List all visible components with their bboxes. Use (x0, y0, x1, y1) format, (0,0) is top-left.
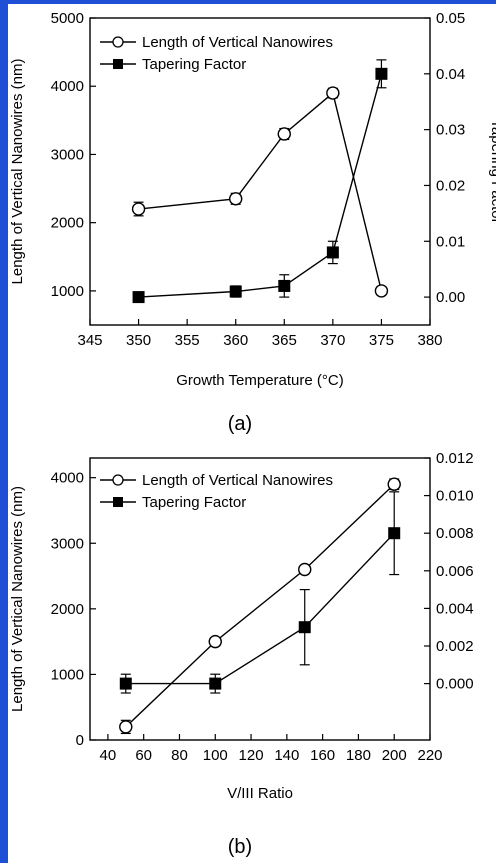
y-tick-label-left: 2000 (51, 215, 84, 232)
y-tick-label-left: 2000 (51, 601, 84, 618)
legend-marker (113, 59, 123, 69)
x-tick-label: 120 (239, 747, 264, 764)
x-tick-label: 40 (100, 747, 117, 764)
legend-marker (112, 36, 124, 48)
y-tick-label-right: 0.008 (436, 525, 474, 542)
legend-label: Length of Vertical Nanowires (142, 34, 333, 51)
data-point-length (326, 86, 340, 100)
y-tick-label-right: 0.03 (436, 122, 465, 139)
x-tick-label: 350 (126, 332, 151, 349)
x-tick-label: 220 (417, 747, 442, 764)
x-tick-label: 345 (77, 332, 102, 349)
data-point-tapering (119, 677, 132, 690)
x-tick-label: 355 (175, 332, 200, 349)
x-axis-title: V/III Ratio (227, 785, 293, 802)
y-tick-label-left: 1000 (51, 283, 84, 300)
y-tick-label-right: 0.02 (436, 177, 465, 194)
x-tick-label: 375 (369, 332, 394, 349)
legend-label: Tapering Factor (142, 56, 246, 73)
data-point-length (298, 562, 312, 577)
y-axis-title-left: Length of Vertical Nanowires (nm) (9, 486, 26, 712)
legend-marker (112, 474, 124, 486)
y-tick-label-right: 0.006 (436, 563, 474, 580)
y-tick-label-left: 0 (76, 732, 84, 749)
legend-marker (113, 497, 123, 507)
data-point-length (119, 720, 133, 734)
plot-frame (89, 17, 431, 326)
chart-panel-a: 345 350 355 360 365 370 375 380 1000 2000 3000 4000… (9, 10, 496, 435)
series-line (138, 73, 383, 298)
x-tick-label: 140 (274, 747, 299, 764)
y-tick-label-left: 1000 (51, 666, 84, 683)
y-tick-label-left: 3000 (51, 146, 84, 163)
series-line (125, 483, 395, 728)
y-tick-label-left: 5000 (51, 10, 84, 27)
x-tick-label: 80 (171, 747, 188, 764)
plot-frame (89, 457, 431, 741)
data-point-tapering (278, 279, 291, 292)
data-point-tapering (375, 67, 388, 80)
data-point-length (208, 634, 222, 649)
data-point-tapering (229, 285, 242, 298)
data-point-length (229, 192, 243, 206)
data-point-length (131, 202, 146, 216)
y-tick-label-left: 3000 (51, 535, 84, 552)
data-point-length (277, 127, 291, 141)
legend-label: Tapering Factor (142, 494, 246, 511)
y-tick-label-left: 4000 (51, 78, 84, 95)
chart-panel-b: 40 60 80 100 120 140 160 180 200 220 0 1000 2000 3000… (9, 450, 474, 858)
x-tick-label: 370 (320, 332, 345, 349)
series-line (125, 532, 395, 685)
y-tick-label-right: 0.05 (436, 10, 465, 27)
x-tick-label: 60 (135, 747, 152, 764)
data-point-length (387, 477, 401, 491)
y-tick-label-right: 0.010 (436, 488, 474, 505)
x-tick-label: 360 (223, 332, 248, 349)
y-tick-label-right: 0.012 (436, 450, 474, 467)
data-point-tapering (388, 527, 401, 540)
x-tick-label: 200 (382, 747, 407, 764)
y-axis-title-left: Length of Vertical Nanowires (nm) (9, 59, 26, 285)
y-tick-label-right: 0.04 (436, 66, 465, 83)
data-point-tapering (132, 291, 145, 304)
y-axis-title-right: Tapering Factor (488, 119, 496, 223)
y-tick-label-left: 4000 (51, 470, 84, 487)
legend-label: Length of Vertical Nanowires (142, 472, 333, 489)
panel-label: (a) (228, 413, 252, 435)
x-tick-label: 180 (346, 747, 371, 764)
y-tick-label-right: 0.00 (436, 289, 465, 306)
x-tick-label: 365 (272, 332, 297, 349)
y-tick-label-right: 0.004 (436, 600, 474, 617)
y-tick-label-right: 0.000 (436, 676, 474, 693)
panel-label: (b) (228, 836, 252, 858)
x-axis-title: Growth Temperature (°C) (176, 372, 343, 389)
x-tick-label: 100 (203, 747, 228, 764)
data-point-tapering (298, 621, 311, 634)
data-point-length (374, 284, 389, 298)
y-tick-label-right: 0.002 (436, 638, 474, 655)
y-tick-label-right: 0.01 (436, 233, 465, 250)
data-point-tapering (326, 246, 339, 259)
x-tick-label: 160 (310, 747, 335, 764)
x-tick-label: 380 (417, 332, 442, 349)
data-point-tapering (209, 677, 222, 690)
series-line (138, 91, 383, 292)
